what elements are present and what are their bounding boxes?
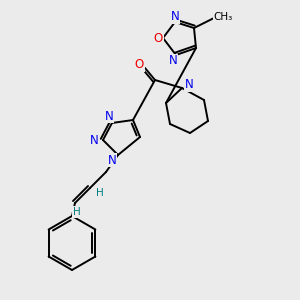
Text: N: N	[184, 79, 194, 92]
Text: N: N	[108, 154, 116, 166]
Text: N: N	[105, 110, 113, 122]
Text: H: H	[73, 207, 81, 217]
Text: O: O	[153, 32, 163, 44]
Text: O: O	[134, 58, 144, 71]
Text: CH₃: CH₃	[213, 12, 232, 22]
Text: H: H	[96, 188, 104, 198]
Text: N: N	[171, 11, 179, 23]
Text: N: N	[90, 134, 98, 146]
Text: N: N	[169, 55, 177, 68]
